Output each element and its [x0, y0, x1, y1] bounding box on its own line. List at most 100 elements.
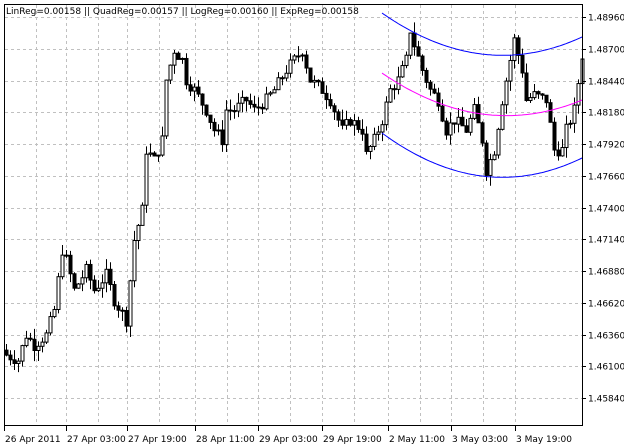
- candle-body: [308, 67, 313, 83]
- candle-body: [40, 341, 45, 347]
- candle-body: [416, 46, 421, 57]
- candle-body: [136, 224, 141, 242]
- candle-body: [36, 345, 41, 351]
- candle-body: [144, 153, 149, 206]
- candle-body: [376, 131, 381, 135]
- candle-body: [236, 102, 241, 112]
- candle-body: [556, 149, 561, 157]
- candle-body: [340, 119, 345, 126]
- candle-body: [372, 133, 377, 147]
- candle-body: [448, 122, 453, 136]
- candle-body: [336, 111, 341, 121]
- candle-body: [160, 135, 165, 156]
- candle-body: [424, 69, 429, 83]
- candle-body: [268, 92, 273, 95]
- candle-body: [356, 120, 361, 130]
- candle-body: [4, 349, 9, 356]
- candle-body: [200, 93, 205, 106]
- regression-channel: [381, 12, 583, 178]
- candle-body: [148, 152, 153, 155]
- candle-body: [224, 109, 229, 146]
- y-tick-label: 1.48700: [588, 46, 624, 56]
- y-tick-label: 1.46880: [588, 268, 624, 278]
- candle-body: [436, 92, 441, 107]
- candle-body: [228, 109, 233, 112]
- candle-body: [368, 145, 373, 152]
- candle-body: [156, 154, 161, 157]
- candle-body: [100, 282, 105, 289]
- channel-upper-line: [381, 12, 583, 56]
- candle-body: [116, 305, 121, 311]
- candle-body: [544, 94, 549, 104]
- candle-body: [392, 88, 397, 91]
- y-tick-label: 1.47140: [588, 236, 624, 246]
- candle-body: [540, 93, 545, 96]
- x-tick-label: 3 May 03:00: [452, 435, 508, 445]
- candle-body: [80, 277, 85, 285]
- candle-body: [64, 254, 69, 257]
- candle-body: [404, 54, 409, 67]
- x-tick-label: 29 Apr 03:00: [259, 435, 318, 445]
- candle-body: [172, 52, 177, 66]
- candle-body: [192, 86, 197, 92]
- x-tick-label: 2 May 11:00: [389, 435, 445, 445]
- candle-body: [180, 57, 185, 60]
- candle-body: [432, 88, 437, 94]
- candle-body: [104, 268, 109, 284]
- candle-body: [408, 32, 413, 56]
- candle-body: [384, 101, 389, 126]
- x-tick-label: 27 Apr 03:00: [67, 435, 126, 445]
- y-tick-label: 1.48960: [588, 14, 624, 24]
- time-axis: 26 Apr 2011 27 Apr 03:00 27 Apr 19:00 28 Ap…: [4, 426, 572, 445]
- candle-body: [20, 345, 25, 362]
- channel-lower-line: [381, 132, 583, 178]
- candle-body: [216, 129, 221, 132]
- candle-body: [188, 84, 193, 92]
- candle-body: [320, 81, 325, 94]
- candle-body: [312, 79, 317, 83]
- candle-body: [400, 65, 405, 78]
- candle-body: [276, 77, 281, 91]
- candle-body: [512, 37, 517, 61]
- y-tick-label: 1.46100: [588, 363, 624, 373]
- candle-body: [244, 96, 249, 102]
- candle-body: [252, 103, 257, 108]
- candle-body: [152, 152, 157, 157]
- candle-body: [76, 283, 81, 289]
- candle-body: [16, 360, 21, 364]
- candle-body: [412, 32, 417, 48]
- candle-body: [176, 52, 181, 60]
- grid: [5, 5, 582, 425]
- channel-middle-line: [381, 72, 583, 117]
- candle-body: [48, 316, 53, 334]
- candle-body: [196, 86, 201, 95]
- candle-body: [460, 116, 465, 127]
- candle-body: [260, 106, 265, 110]
- x-tick-label: 27 Apr 19:00: [128, 435, 187, 445]
- candle-body: [452, 122, 457, 125]
- candle-body: [516, 37, 521, 56]
- candle-body: [292, 55, 297, 61]
- candle-body: [344, 119, 349, 126]
- candle-body: [536, 91, 541, 95]
- y-tick-label: 1.46620: [588, 300, 624, 310]
- x-tick-label: 28 Apr 11:00: [196, 435, 255, 445]
- candle-body: [120, 309, 125, 312]
- y-tick-label: 1.48440: [588, 78, 624, 88]
- candle-body: [128, 280, 133, 327]
- candle-body: [560, 147, 565, 157]
- y-tick-label: 1.45840: [588, 395, 624, 405]
- candle-body: [484, 142, 489, 176]
- candle-body: [220, 129, 225, 146]
- candle-body: [488, 159, 493, 176]
- candles: [4, 22, 585, 373]
- candle-body: [296, 55, 301, 58]
- x-tick-label: 26 Apr 2011: [5, 435, 61, 445]
- candle-body: [60, 254, 65, 278]
- candle-body: [552, 121, 557, 151]
- candle-body: [360, 128, 365, 135]
- candle-body: [532, 91, 537, 99]
- candle-body: [568, 122, 573, 125]
- candle-body: [332, 105, 337, 113]
- candle-body: [232, 110, 237, 113]
